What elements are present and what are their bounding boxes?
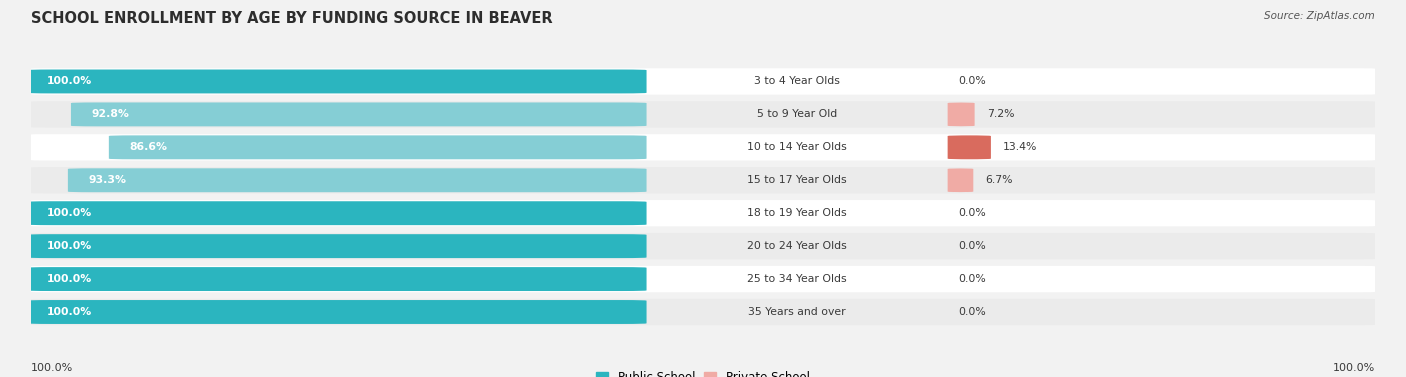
- Text: 7.2%: 7.2%: [987, 109, 1014, 120]
- Text: 100.0%: 100.0%: [46, 77, 93, 86]
- FancyBboxPatch shape: [27, 267, 647, 291]
- Text: 18 to 19 Year Olds: 18 to 19 Year Olds: [747, 208, 846, 218]
- FancyBboxPatch shape: [27, 234, 647, 258]
- Text: 5 to 9 Year Old: 5 to 9 Year Old: [756, 109, 837, 120]
- Text: 0.0%: 0.0%: [959, 274, 986, 284]
- Text: 10 to 14 Year Olds: 10 to 14 Year Olds: [747, 143, 846, 152]
- Text: 100.0%: 100.0%: [46, 208, 93, 218]
- Text: 92.8%: 92.8%: [91, 109, 129, 120]
- Text: 15 to 17 Year Olds: 15 to 17 Year Olds: [747, 175, 846, 185]
- FancyBboxPatch shape: [31, 299, 1375, 325]
- Text: 100.0%: 100.0%: [46, 274, 93, 284]
- Text: 0.0%: 0.0%: [959, 77, 986, 86]
- FancyBboxPatch shape: [31, 134, 1375, 161]
- Text: 13.4%: 13.4%: [1002, 143, 1038, 152]
- FancyBboxPatch shape: [27, 201, 647, 225]
- Text: 100.0%: 100.0%: [1333, 363, 1375, 373]
- FancyBboxPatch shape: [31, 233, 1375, 259]
- Text: 93.3%: 93.3%: [89, 175, 127, 185]
- Legend: Public School, Private School: Public School, Private School: [592, 366, 814, 377]
- FancyBboxPatch shape: [31, 167, 1375, 193]
- FancyBboxPatch shape: [31, 200, 1375, 226]
- FancyBboxPatch shape: [948, 103, 974, 126]
- FancyBboxPatch shape: [948, 168, 973, 192]
- FancyBboxPatch shape: [108, 135, 647, 159]
- FancyBboxPatch shape: [31, 68, 1375, 95]
- FancyBboxPatch shape: [27, 69, 647, 93]
- FancyBboxPatch shape: [27, 300, 647, 324]
- Text: 86.6%: 86.6%: [129, 143, 167, 152]
- FancyBboxPatch shape: [948, 135, 991, 159]
- Text: 100.0%: 100.0%: [31, 363, 73, 373]
- Text: 20 to 24 Year Olds: 20 to 24 Year Olds: [747, 241, 846, 251]
- Text: 100.0%: 100.0%: [46, 241, 93, 251]
- Text: 0.0%: 0.0%: [959, 307, 986, 317]
- Text: Source: ZipAtlas.com: Source: ZipAtlas.com: [1264, 11, 1375, 21]
- Text: SCHOOL ENROLLMENT BY AGE BY FUNDING SOURCE IN BEAVER: SCHOOL ENROLLMENT BY AGE BY FUNDING SOUR…: [31, 11, 553, 26]
- FancyBboxPatch shape: [70, 103, 647, 126]
- FancyBboxPatch shape: [31, 266, 1375, 292]
- Text: 35 Years and over: 35 Years and over: [748, 307, 846, 317]
- Text: 0.0%: 0.0%: [959, 208, 986, 218]
- FancyBboxPatch shape: [67, 168, 647, 192]
- Text: 100.0%: 100.0%: [46, 307, 93, 317]
- Text: 3 to 4 Year Olds: 3 to 4 Year Olds: [754, 77, 839, 86]
- Text: 0.0%: 0.0%: [959, 241, 986, 251]
- FancyBboxPatch shape: [31, 101, 1375, 127]
- Text: 25 to 34 Year Olds: 25 to 34 Year Olds: [747, 274, 846, 284]
- Text: 6.7%: 6.7%: [986, 175, 1012, 185]
